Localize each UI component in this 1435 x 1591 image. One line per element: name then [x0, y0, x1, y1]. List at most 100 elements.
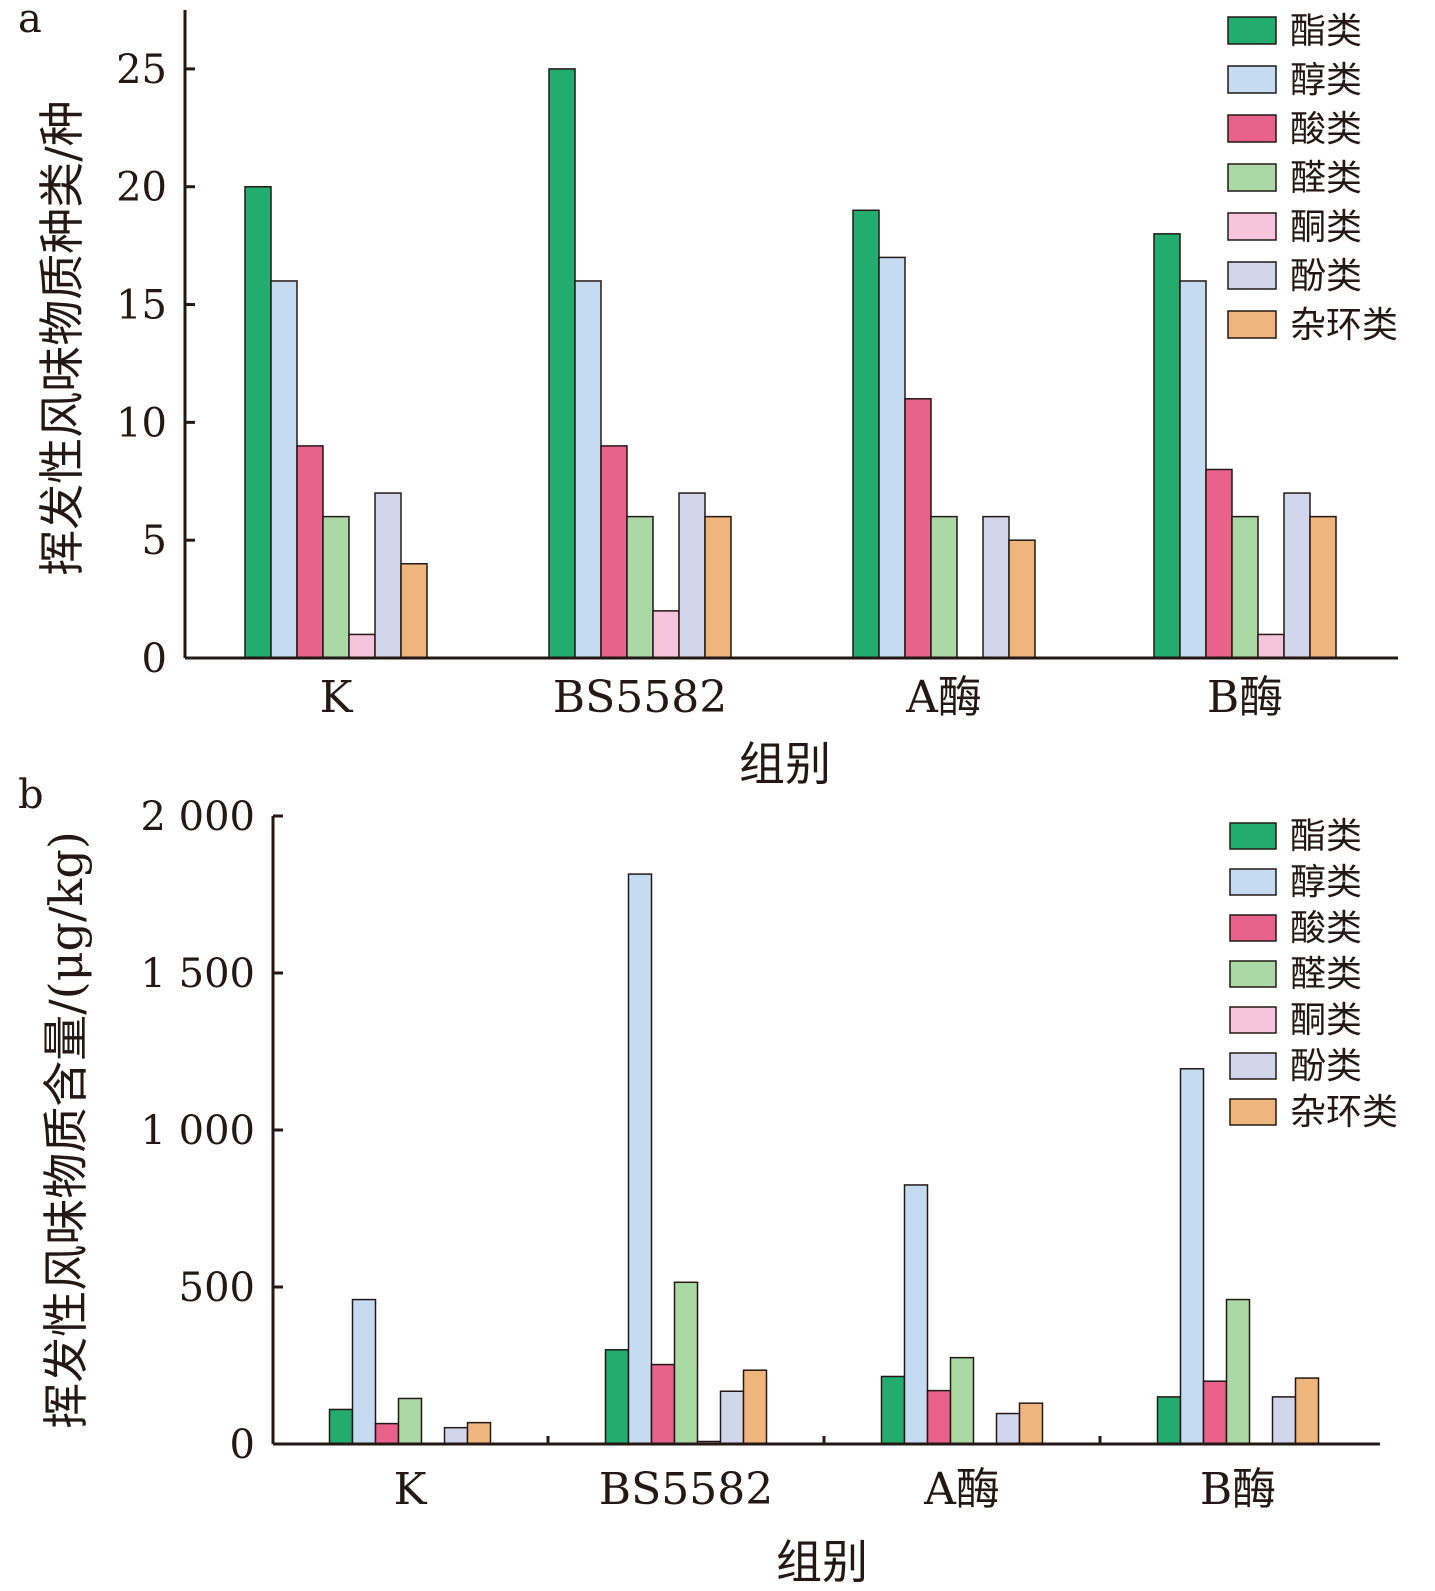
panel-b-bar-A酶-酯类: [880, 1375, 906, 1445]
panel-b-bar-BS5582-酯类: [604, 1349, 630, 1445]
panel-b-bar-BS5582-醛类: [673, 1281, 699, 1445]
panel-a-legend-label: 杂环类: [1290, 305, 1398, 346]
panel-a-label: a: [18, 0, 42, 42]
panel-a-bar-B酶-酯类: [1153, 233, 1181, 659]
panel-a-legend-label: 醇类: [1290, 60, 1362, 101]
panel-a-legend-label: 醛类: [1290, 158, 1362, 199]
panel-a-bar-A酶-杂环类: [1008, 539, 1036, 659]
panel-a-bar-BS5582-醇类: [574, 280, 602, 659]
panel-b-legend-label: 酮类: [1290, 1000, 1362, 1041]
panel-a-bar-K-醛类: [322, 515, 350, 659]
panel-a-legend-label: 酚类: [1290, 256, 1362, 297]
panel-a-bar-A酶-酯类: [852, 209, 880, 659]
panel-a-bar-BS5582-酮类: [652, 610, 680, 659]
panel-a-bar-BS5582-酸类: [600, 445, 628, 659]
panel-b-label: b: [18, 772, 44, 818]
panel-a-legend-swatch: [1227, 212, 1277, 241]
panel-a-bar-A酶-酚类: [982, 515, 1010, 659]
panel-b-legend-swatch: [1229, 960, 1277, 988]
panel-a-bar-BS5582-醛类: [626, 515, 654, 659]
panel-a-bar-B酶-酸类: [1205, 468, 1233, 659]
panel-b-category-label: K: [394, 1464, 428, 1515]
panel-b-bar-A酶-杂环类: [1018, 1402, 1044, 1445]
panel-b-bar-A酶-醛类: [949, 1356, 975, 1445]
panel-b-bar-B酶-酸类: [1202, 1380, 1228, 1445]
panel-b-bar-A酶-酚类: [995, 1412, 1021, 1445]
panel-b-bar-K-酯类: [328, 1408, 354, 1445]
panel-b-legend-swatch: [1229, 822, 1277, 850]
panel-a-bar-K-杂环类: [400, 562, 428, 659]
panel-b-legend-label: 酚类: [1290, 1046, 1362, 1087]
panel-a-y-tick-label: 5: [142, 518, 167, 564]
panel-b-bar-K-酚类: [443, 1426, 469, 1445]
panel-b-legend-swatch: [1229, 1006, 1277, 1034]
panel-b-y-tick-label: 1 500: [140, 951, 255, 997]
panel-b-legend-swatch: [1229, 914, 1277, 942]
panel-a-bar-B酶-酮类: [1257, 633, 1285, 659]
panel-a-bar-K-酚类: [374, 492, 402, 659]
panel-b-bar-A酶-醇类: [903, 1184, 929, 1445]
panel-b-bar-K-杂环类: [466, 1421, 492, 1445]
panel-b-y-tick-label: 0: [230, 1422, 255, 1468]
panel-b-legend-label: 酸类: [1290, 908, 1362, 949]
panel-a-legend-swatch: [1227, 114, 1277, 143]
panel-a-bar-K-酯类: [244, 185, 272, 659]
panel-a-bar-B酶-醛类: [1231, 515, 1259, 659]
panel-a-bar-B酶-杂环类: [1309, 515, 1337, 659]
panel-b-bar-A酶-酸类: [926, 1389, 952, 1445]
panel-b-legend-label: 酯类: [1290, 816, 1362, 857]
panel-a-x-axis-title: 组别: [739, 737, 831, 791]
panel-b-bar-BS5582-醇类: [627, 873, 653, 1445]
panel-b-bar-BS5582-杂环类: [742, 1369, 768, 1445]
panel-a-legend-swatch: [1227, 16, 1277, 45]
panel-b-category-label: B酶: [1200, 1464, 1276, 1515]
panel-a-legend-swatch: [1227, 310, 1277, 339]
panel-a-bar-BS5582-酯类: [548, 68, 576, 659]
panel-b-legend-swatch: [1229, 868, 1277, 896]
panel-a-bar-B酶-酚类: [1283, 492, 1311, 659]
panel-b-x-axis-title: 组别: [776, 1535, 868, 1589]
panel-a-bar-BS5582-杂环类: [704, 515, 732, 659]
panel-a-legend-swatch: [1227, 261, 1277, 290]
panel-a-y-axis-title: 挥发性风味物质种类/种: [35, 100, 89, 576]
panel-b-bar-BS5582-酚类: [719, 1390, 745, 1445]
panel-a-bar-K-酸类: [296, 445, 324, 659]
panel-b-legend-label: 醇类: [1290, 862, 1362, 903]
panel-b-category-label: BS5582: [599, 1464, 773, 1515]
panel-a-y-tick-label: 25: [116, 47, 167, 93]
panel-a-category-label: B酶: [1207, 672, 1283, 723]
panel-a-y-tick-label: 15: [116, 283, 167, 329]
panel-b-bar-B酶-酯类: [1156, 1396, 1182, 1445]
panel-b-bar-B酶-醇类: [1179, 1068, 1205, 1445]
panel-a-legend-label: 酮类: [1290, 207, 1362, 248]
panel-a-y-tick-label: 10: [116, 400, 167, 446]
panel-a-legend-swatch: [1227, 65, 1277, 94]
panel-b-legend-swatch: [1229, 1052, 1277, 1080]
panel-a-category-label: BS5582: [553, 672, 727, 723]
panel-b-y-tick-label: 1 000: [140, 1108, 255, 1154]
panel-a-category-label: A酶: [905, 672, 982, 723]
panel-b-bar-K-酸类: [374, 1422, 400, 1445]
panel-a-category-label: K: [320, 672, 354, 723]
panel-b-y-tick-label: 2 000: [140, 794, 255, 840]
panel-b-bar-K-醛类: [397, 1397, 423, 1445]
panel-a-bars: [244, 68, 1337, 659]
panel-a-y-tick-label: 20: [116, 165, 167, 211]
panel-a-bar-A酶-醇类: [878, 256, 906, 659]
panel-b-legend-label: 醛类: [1290, 954, 1362, 995]
panel-a-bar-K-醇类: [270, 280, 298, 659]
panel-b-legend-swatch: [1229, 1098, 1277, 1126]
panel-a-bar-A酶-酸类: [904, 398, 932, 659]
panel-b-bar-BS5582-酸类: [650, 1363, 676, 1445]
panel-b-legend-label: 杂环类: [1290, 1092, 1398, 1133]
panel-b-bar-B酶-酚类: [1271, 1396, 1297, 1445]
panel-b-bar-K-醇类: [351, 1298, 377, 1445]
panel-b-bars: [328, 873, 1320, 1445]
panel-a-bar-K-酮类: [348, 633, 376, 659]
panel-b-y-tick-label: 500: [179, 1265, 255, 1311]
